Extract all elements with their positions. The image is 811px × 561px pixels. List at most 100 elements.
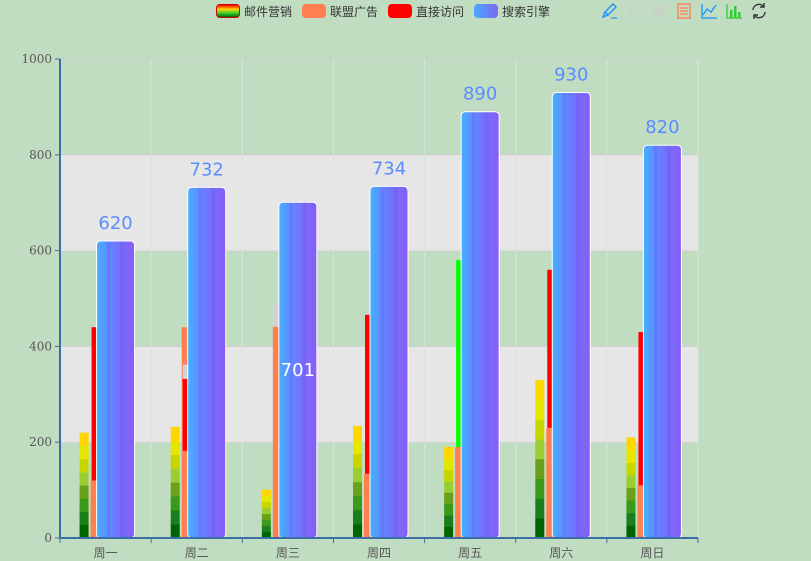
bar-email [353, 523, 362, 539]
bar-direct [547, 269, 555, 428]
bar-email [261, 531, 271, 539]
bar-email [353, 425, 362, 441]
bar-union-ads [90, 480, 100, 538]
bar-email [626, 437, 636, 451]
bar-email [535, 498, 545, 519]
value-label: 930 [554, 65, 588, 86]
legend-item-direct[interactable]: 直接访问 [388, 3, 464, 20]
bars [79, 92, 682, 539]
legend-label-search: 搜索引擎 [502, 4, 551, 19]
bar-union-ads [637, 485, 647, 538]
bar-search-stripe [484, 112, 489, 538]
bar-direct [365, 314, 372, 474]
bar-email [170, 496, 180, 511]
x-tick-label: 周二 [185, 546, 209, 560]
legend-swatch-email [216, 4, 240, 18]
restore-icon[interactable] [750, 2, 768, 20]
bar-search-stripe [120, 242, 125, 538]
x-tick-label: 周五 [458, 546, 482, 560]
value-label: 734 [372, 158, 406, 179]
x-tick-label: 周三 [276, 546, 300, 560]
line-chart-icon[interactable] [700, 2, 718, 20]
bar-email [261, 519, 271, 527]
mark-clear-icon[interactable] [650, 2, 668, 20]
bar-email [261, 501, 271, 509]
bar-search-stripe [393, 187, 398, 538]
bar-email [535, 399, 545, 420]
bar-email [353, 481, 362, 497]
bar-email [535, 478, 545, 499]
bar-email [79, 511, 89, 526]
bar-direct [182, 378, 190, 451]
bar-email [444, 469, 454, 482]
legend: 邮件营销 联盟广告 直接访问 搜索引擎 [216, 2, 560, 20]
bar-email [261, 513, 271, 521]
axes: 周一 周二 周三 周四 周五 周六 周日 0 200 400 600 800 1000 [21, 52, 699, 560]
x-tick-label: 周一 [94, 546, 118, 560]
mark-icon[interactable] [600, 2, 618, 20]
value-label: 890 [463, 84, 497, 105]
bar-email [444, 481, 454, 493]
bar-email [626, 525, 636, 539]
bar-union-ads [272, 326, 282, 538]
legend-swatch-direct [388, 4, 413, 18]
bar-email [444, 526, 454, 539]
bar-search [96, 240, 136, 539]
y-tick-label: 600 [29, 244, 52, 258]
bar-email [261, 507, 271, 515]
bar-email [353, 453, 362, 469]
bar-email [79, 485, 89, 499]
legend-item-email[interactable]: 邮件营销 [216, 3, 292, 20]
bar-email [535, 439, 545, 460]
bar-email [79, 524, 89, 539]
bar-union-ads [546, 427, 556, 538]
bar-search-stripe [666, 146, 671, 538]
bar-email [170, 482, 180, 497]
bar-email [79, 432, 89, 447]
bar-search-stripe [471, 112, 475, 538]
bar-direct [91, 327, 99, 481]
legend-label-email: 邮件营销 [244, 4, 293, 19]
legend-swatch-union-ads [302, 4, 327, 18]
data-view-icon[interactable] [675, 2, 693, 20]
value-label: 701 [281, 360, 315, 381]
bar-email [444, 492, 454, 505]
bar-union-ads [455, 446, 465, 538]
bar-search-stripe [562, 93, 566, 538]
bar-email [170, 454, 180, 469]
mark-undo-icon[interactable] [625, 2, 643, 20]
value-labels: 620 732 701 734 890 930 820 [98, 65, 679, 382]
bar-direct [456, 260, 464, 447]
y-tick-label: 800 [29, 148, 52, 162]
value-label: 620 [98, 213, 132, 234]
bar-search-stripe [289, 203, 293, 538]
bar-email [626, 475, 636, 489]
bar-email [170, 524, 180, 539]
legend-item-search[interactable]: 搜索引擎 [474, 3, 550, 20]
bar-email [535, 419, 545, 440]
bar-search-stripe [198, 188, 202, 538]
bar-chart-icon[interactable] [725, 2, 743, 20]
x-tick-label: 周日 [640, 546, 664, 560]
bar-union-ads-highlight [272, 303, 282, 327]
bar-search [551, 92, 591, 539]
bar-email [444, 458, 454, 471]
legend-item-union-ads[interactable]: 联盟广告 [302, 3, 378, 20]
y-tick-label: 400 [29, 339, 52, 353]
bar-search-stripe [211, 188, 216, 538]
legend-label-union-ads: 联盟广告 [330, 4, 379, 19]
bar-email [79, 458, 89, 473]
bar-email [353, 495, 362, 511]
bar-email [535, 458, 545, 480]
x-tick-label: 周四 [367, 546, 391, 560]
bar-email [353, 467, 362, 483]
bar-email [79, 445, 89, 460]
bar-email [353, 439, 362, 455]
bar-search [642, 144, 682, 539]
bar-email [626, 449, 636, 463]
bar-email [535, 379, 545, 400]
bar-email [261, 495, 271, 503]
bar-search-stripe [654, 146, 658, 538]
bar-search-stripe [107, 242, 111, 538]
